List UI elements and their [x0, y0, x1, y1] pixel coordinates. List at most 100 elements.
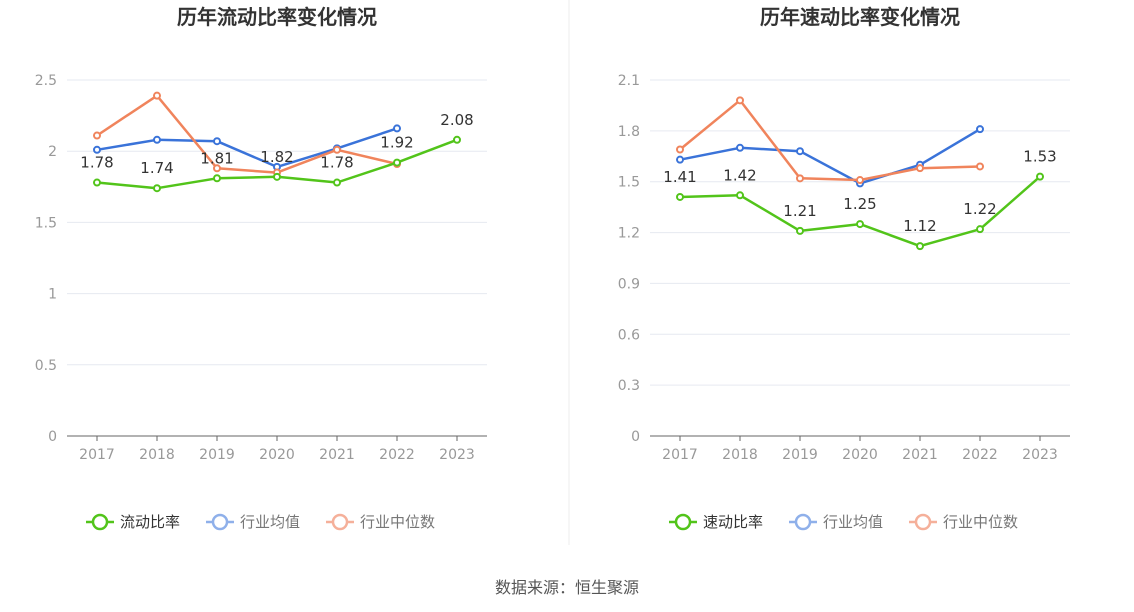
x-tick-label: 2021 — [319, 447, 355, 463]
legend-label: 流动比率 — [120, 513, 180, 531]
x-tick-label: 2023 — [439, 447, 475, 463]
series-line-industry-avg — [96, 127, 398, 169]
y-tick-label: 2 — [48, 144, 57, 160]
y-tick-label: 1.2 — [618, 226, 640, 242]
x-tick-label: 2022 — [379, 447, 415, 463]
data-label: 1.53 — [1023, 148, 1056, 166]
legend-label: 行业均值 — [823, 513, 883, 531]
y-tick-label: 1.5 — [35, 215, 57, 231]
data-point-main[interactable] — [916, 242, 924, 251]
data-point-main[interactable] — [153, 184, 161, 193]
data-point-main[interactable] — [213, 174, 221, 183]
legend-marker-icon — [91, 513, 109, 531]
x-tick-label: 2019 — [782, 447, 818, 463]
legend-item-industry-median[interactable]: 行业中位数 — [909, 513, 1018, 531]
legend-item-main[interactable]: 流动比率 — [86, 513, 180, 531]
data-point-industry-median[interactable] — [976, 162, 984, 171]
data-label: 1.41 — [663, 168, 696, 186]
data-point-main[interactable] — [393, 158, 401, 167]
data-point-industry-avg[interactable] — [736, 143, 744, 152]
data-point-industry-avg[interactable] — [213, 137, 221, 146]
data-label: 1.82 — [260, 148, 293, 166]
legend-label: 行业中位数 — [943, 513, 1018, 531]
data-label: 1.78 — [80, 154, 113, 172]
data-label: 1.81 — [200, 149, 233, 167]
chart-panel-2: 历年速动比率变化情况 0 0.3 0.6 0.9 1.2 1.5 1.8 2.1 2017 2018… — [618, 5, 1070, 531]
data-point-main[interactable] — [453, 135, 461, 144]
x-tick-label: 2018 — [722, 447, 758, 463]
data-label: 1.78 — [320, 154, 353, 172]
chart-title: 历年流动比率变化情况 — [177, 5, 377, 29]
x-tick-label: 2020 — [259, 447, 295, 463]
data-point-main[interactable] — [796, 226, 804, 235]
data-point-industry-median[interactable] — [796, 174, 804, 183]
data-point-industry-avg[interactable] — [676, 155, 684, 164]
x-tick-label: 2017 — [662, 447, 698, 463]
data-label: 1.25 — [843, 195, 876, 213]
y-tick-label: 0 — [631, 429, 640, 445]
x-tick-label: 2023 — [1022, 447, 1058, 463]
data-label: 1.74 — [140, 159, 173, 177]
data-point-industry-median[interactable] — [856, 176, 864, 185]
legend-item-industry-avg[interactable]: 行业均值 — [789, 513, 883, 531]
legend-marker-icon — [794, 513, 812, 531]
legend-label: 行业均值 — [240, 513, 300, 531]
data-point-industry-median[interactable] — [153, 91, 161, 100]
y-tick-label: 0.3 — [618, 378, 640, 394]
data-label: 1.21 — [783, 202, 816, 220]
x-tick-label: 2020 — [842, 447, 878, 463]
data-point-main[interactable] — [736, 191, 744, 200]
x-tick-label: 2021 — [902, 447, 938, 463]
data-label: 1.22 — [963, 200, 996, 218]
series-line-industry-median — [96, 94, 398, 174]
x-tick-label: 2017 — [79, 447, 115, 463]
data-point-main[interactable] — [93, 178, 101, 187]
data-source-note: 数据来源：恒生聚源 — [494, 578, 639, 597]
legend-item-industry-avg[interactable]: 行业均值 — [206, 513, 300, 531]
data-point-industry-avg[interactable] — [393, 124, 401, 133]
data-point-industry-median[interactable] — [676, 145, 684, 154]
data-point-industry-median[interactable] — [736, 96, 744, 105]
legend-marker-icon — [914, 513, 932, 531]
chart-panel-1: 历年流动比率变化情况 0 0.5 1 1.5 2 2.5 2017 2018 2019 2020 20… — [35, 5, 487, 531]
data-label: 1.42 — [723, 166, 756, 184]
data-point-industry-avg[interactable] — [153, 135, 161, 144]
data-point-industry-median[interactable] — [916, 164, 924, 173]
data-point-main[interactable] — [333, 178, 341, 187]
y-tick-label: 0.9 — [618, 276, 640, 292]
legend-label: 行业中位数 — [360, 513, 435, 531]
legend-label: 速动比率 — [703, 513, 763, 531]
legend-marker-icon — [211, 513, 229, 531]
data-point-industry-median[interactable] — [93, 131, 101, 140]
data-point-industry-avg[interactable] — [796, 147, 804, 156]
legend-marker-icon — [331, 513, 349, 531]
chart-title: 历年速动比率变化情况 — [760, 5, 960, 29]
data-label: 1.12 — [903, 217, 936, 235]
data-point-main[interactable] — [1036, 172, 1044, 181]
data-point-main[interactable] — [856, 220, 864, 229]
data-point-main[interactable] — [273, 172, 281, 181]
data-label: 2.08 — [440, 111, 473, 129]
data-point-industry-avg[interactable] — [976, 125, 984, 134]
y-tick-label: 2.1 — [618, 73, 640, 89]
x-tick-label: 2019 — [199, 447, 235, 463]
data-point-main[interactable] — [976, 225, 984, 234]
x-tick-label: 2022 — [962, 447, 998, 463]
series-line-industry-avg — [679, 128, 981, 185]
y-tick-label: 1 — [48, 287, 57, 303]
y-tick-label: 2.5 — [35, 73, 57, 89]
y-tick-label: 0 — [48, 429, 57, 445]
y-tick-label: 1.8 — [618, 124, 640, 140]
series-line-industry-median — [679, 99, 981, 182]
data-point-industry-avg[interactable] — [93, 145, 101, 154]
data-point-industry-median[interactable] — [333, 145, 341, 154]
y-tick-label: 0.6 — [618, 327, 640, 343]
y-tick-label: 0.5 — [35, 358, 57, 374]
legend-marker-icon — [674, 513, 692, 531]
data-point-main[interactable] — [676, 192, 684, 201]
data-point-industry-median[interactable] — [213, 164, 221, 173]
x-tick-label: 2018 — [139, 447, 175, 463]
legend-item-industry-median[interactable]: 行业中位数 — [326, 513, 435, 531]
legend-item-main[interactable]: 速动比率 — [669, 513, 763, 531]
